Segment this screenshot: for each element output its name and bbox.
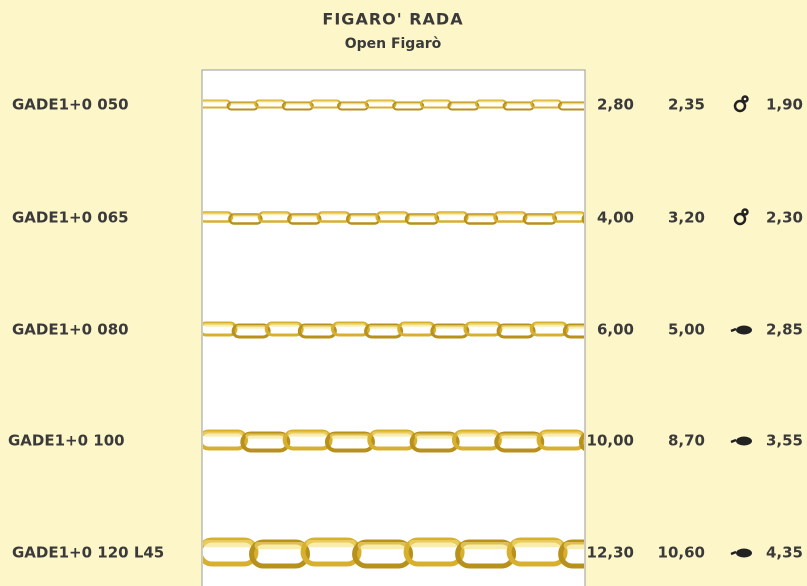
chain-link-shine (556, 212, 583, 216)
size-value: 3,55 (766, 432, 803, 450)
size-value: 2,85 (766, 321, 803, 339)
chain-link (581, 214, 584, 224)
chain-link-shine (258, 100, 283, 103)
chain-link-shine (451, 102, 476, 105)
width-value: 10,60 (658, 544, 705, 562)
chain-link-shine (561, 102, 584, 105)
chain-link-shine (350, 214, 377, 218)
chain-link-shine (269, 323, 300, 327)
chain-link (558, 539, 584, 569)
chain-link-shine (479, 100, 503, 103)
product-code: GADE1+0 050 (12, 96, 129, 114)
chain (203, 99, 584, 111)
chain-link-shine (203, 323, 233, 327)
product-code: GADE1+0 100 (8, 432, 125, 450)
chain-link-shine (232, 214, 259, 218)
chain-link-shine (434, 325, 465, 329)
chain-link-shine (341, 102, 365, 105)
chain-link-shine (306, 540, 357, 548)
chain-link-shine (414, 433, 455, 439)
chain-link-shine (526, 214, 553, 218)
width-value: 8,70 (668, 432, 705, 450)
chain-link-shine (287, 431, 328, 437)
spring-ring-icon (733, 95, 749, 113)
product-code: GADE1+0 120 L45 (12, 544, 164, 562)
chain-link-shine (285, 102, 310, 105)
chain-link-shine (456, 431, 497, 437)
size-value: 2,30 (766, 209, 803, 227)
weight-value: 10,00 (587, 432, 634, 450)
chain-link-shine (236, 325, 267, 329)
chain-link-shine (203, 540, 253, 548)
chain-link-shine (409, 540, 460, 548)
size-value: 1,90 (766, 96, 803, 114)
chain-link-shine (409, 214, 436, 218)
chain-link-shine (291, 214, 318, 218)
chain-link-shine (467, 323, 498, 327)
chain-link-shine (203, 431, 243, 437)
chain-link-shine (261, 212, 288, 216)
chain (203, 429, 584, 453)
chain-link-shine (583, 435, 584, 437)
chain-link-shine (203, 100, 227, 103)
chain (203, 537, 584, 569)
chain-link-shine (379, 212, 406, 216)
chain (203, 211, 584, 225)
lobster-clasp-icon (730, 436, 752, 446)
chain-link-shine (497, 212, 524, 216)
chain-link-shine (534, 100, 559, 103)
subtitle: Open Figarò (345, 36, 442, 52)
chain-link-shine (302, 325, 333, 329)
chain-link-shine (335, 323, 366, 327)
chain (203, 321, 584, 339)
chain-link-shine (203, 212, 229, 216)
chain-link-shine (368, 100, 393, 103)
chain-link (578, 432, 584, 452)
chain-link-shine (368, 325, 399, 329)
size-value: 4,35 (766, 544, 803, 562)
lobster-clasp-icon (730, 325, 752, 335)
chain-link-shine (438, 212, 465, 216)
chain-link-shine (506, 102, 531, 105)
spring-ring-icon (733, 208, 749, 226)
chain-link-shine (563, 542, 584, 550)
chain-link-shine (254, 542, 305, 550)
rows: GADE1+0 050 2,80 2,35 1,90 GADE1+0 065 4,00 3,… (8, 96, 803, 562)
lobster-clasp-icon (730, 548, 752, 558)
chain-link-shine (357, 542, 408, 550)
chain-link-shine (534, 323, 565, 327)
chain-link-shine (567, 325, 584, 329)
chain-link-shine (401, 323, 432, 327)
chain-link-shine (460, 542, 511, 550)
chain-link-shine (396, 102, 421, 105)
weight-value: 12,30 (587, 544, 634, 562)
weight-value: 2,80 (597, 96, 634, 114)
chain-link-shine (501, 325, 532, 329)
chain-link-shine (541, 431, 582, 437)
width-value: 5,00 (668, 321, 705, 339)
chain-link-shine (512, 540, 563, 548)
width-value: 2,35 (668, 96, 705, 114)
product-code: GADE1+0 065 (12, 209, 129, 227)
chain-link-shine (313, 100, 338, 103)
title: FIGARO' RADA (322, 10, 463, 29)
chain-link-shine (320, 212, 347, 216)
chain-link-shine (499, 433, 540, 439)
weight-value: 6,00 (597, 321, 634, 339)
product-code: GADE1+0 080 (12, 321, 129, 339)
chain-link-shine (423, 100, 448, 103)
chain-link-shine (467, 214, 494, 218)
width-value: 3,20 (668, 209, 705, 227)
chain-link-shine (245, 433, 286, 439)
chain-link-shine (372, 431, 413, 437)
chains (203, 99, 584, 569)
chain-link-shine (329, 433, 370, 439)
weight-value: 4,00 (597, 209, 634, 227)
chain-link-shine (230, 102, 255, 105)
